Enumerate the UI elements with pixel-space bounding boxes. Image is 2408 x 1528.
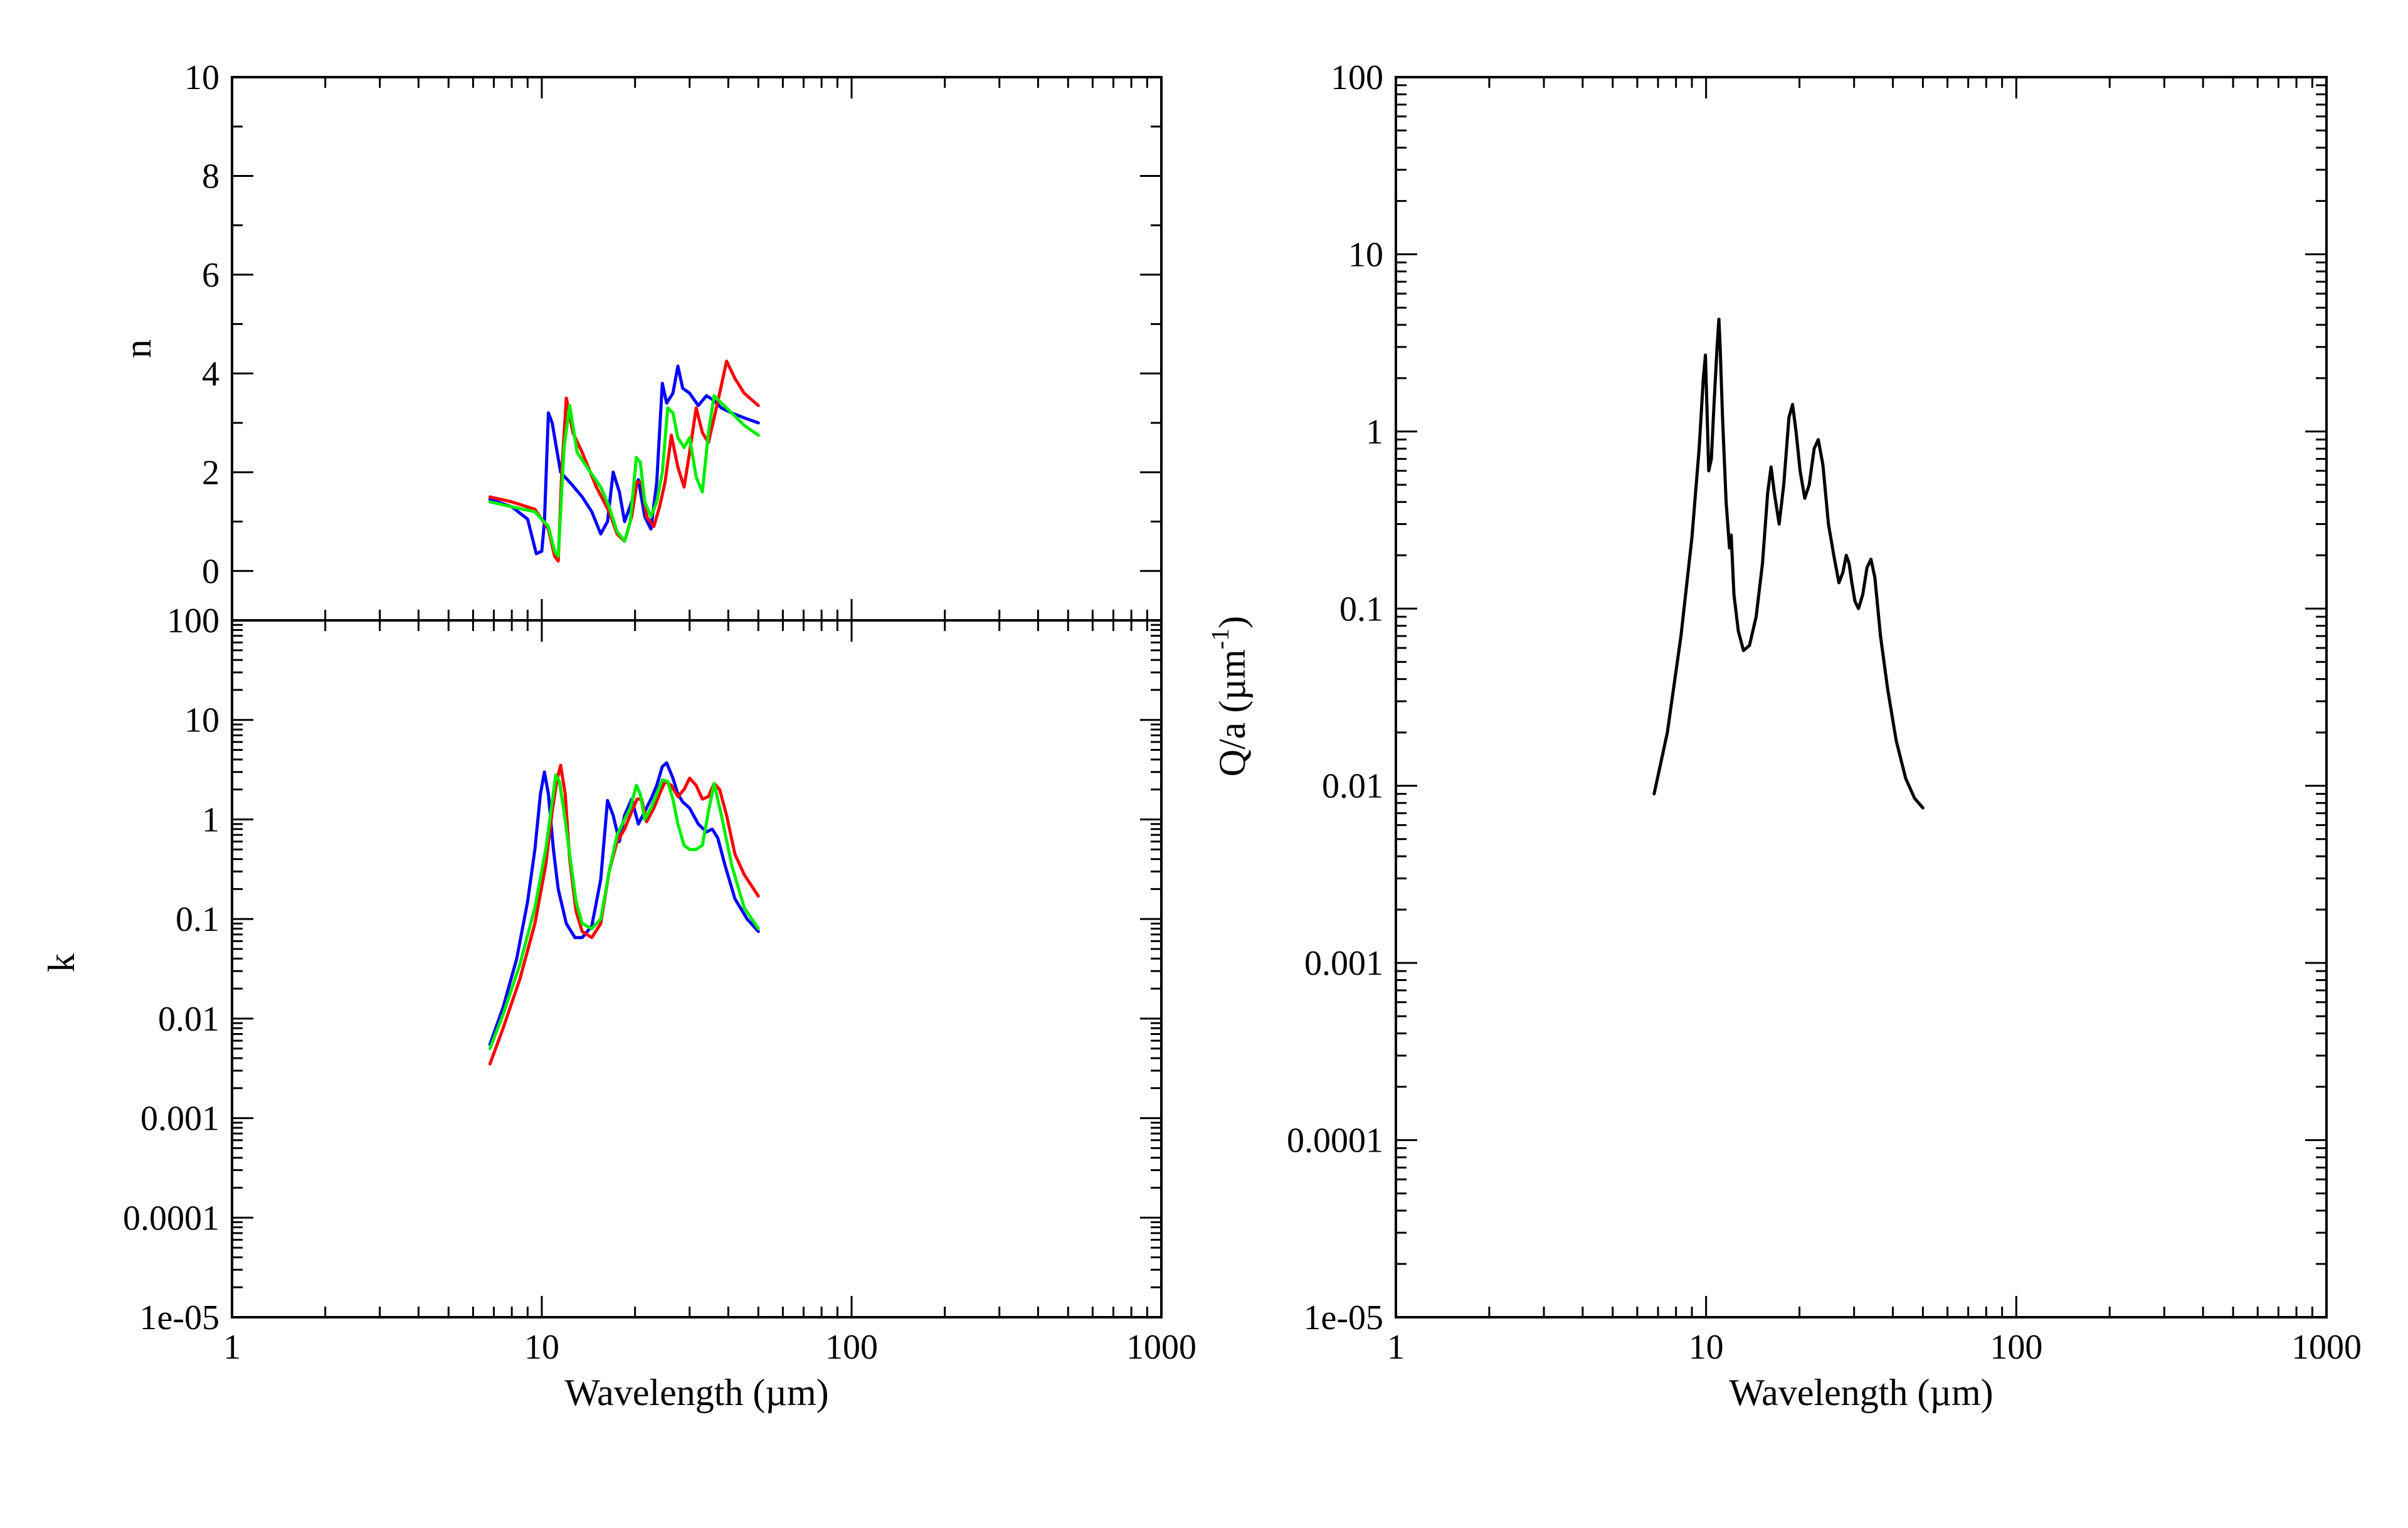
x-tick-labels: 1 10 100 1000 [223, 1328, 1196, 1367]
q-panel: 1e-05 0.0001 0.001 0.01 0.1 1 10 100 1 10 100 1000 W… [1206, 58, 2362, 1413]
plot-frame [231, 619, 1163, 1318]
y-tick-label: 0.0001 [1287, 1122, 1383, 1160]
y-tick-labels: 1e-05 0.0001 0.001 0.01 0.1 1 10 100 [1287, 58, 1383, 1337]
y-tick-label: 0 [202, 552, 219, 591]
y-ticks [1396, 76, 2326, 1318]
y-tick-labels: 0 2 4 6 8 10 [184, 58, 219, 591]
y-tick-label: 6 [202, 256, 219, 295]
x-tick-label: 1 [1387, 1328, 1405, 1367]
x-axis-title: Wavelength (µm) [564, 1372, 828, 1413]
y-tick-label: 1 [202, 800, 219, 839]
y-tick-label: 2 [202, 454, 219, 492]
y-tick-labels: 1e-05 0.0001 0.001 0.01 0.1 1 10 100 [123, 602, 219, 1337]
y-tick-label: 4 [202, 354, 219, 393]
n-panel: 0 2 4 6 8 10 n [117, 58, 1163, 622]
series-line-2 [488, 394, 760, 558]
y-axis-title: Q/a (µm-1) [1206, 616, 1253, 777]
y-tick-label: 0.01 [158, 1000, 219, 1039]
y-axis-title-sup: -1 [1206, 629, 1234, 649]
y-axis-title-main: Q/a (µm [1212, 649, 1253, 777]
x-tick-label: 1000 [1126, 1328, 1196, 1367]
y-tick-label: 10 [184, 58, 219, 97]
y-ticks [232, 76, 1161, 622]
x-ticks [231, 77, 1163, 620]
x-tick-labels: 1 10 100 1000 [1387, 1328, 2362, 1367]
y-tick-label: 0.001 [140, 1100, 219, 1138]
series-group [488, 359, 760, 563]
x-ticks [231, 620, 1163, 1317]
y-tick-label: 1 [1366, 413, 1383, 452]
y-tick-label: 0.01 [1322, 767, 1383, 806]
y-tick-label: 1e-05 [139, 1298, 219, 1337]
plot-frame [231, 76, 1163, 622]
y-tick-label: 8 [202, 157, 219, 196]
k-panel: 1e-05 0.0001 0.001 0.01 0.1 1 10 100 1 10 100 1000 W… [41, 602, 1196, 1413]
y-tick-label: 10 [1348, 235, 1383, 274]
y-axis-title: k [41, 953, 82, 972]
x-tick-label: 10 [524, 1328, 559, 1367]
series-group [488, 761, 760, 1066]
x-tick-label: 100 [1990, 1328, 2042, 1367]
y-axis-title-close: ) [1212, 616, 1253, 629]
plot-frame [1395, 76, 2328, 1318]
y-tick-label: 0.1 [1339, 590, 1383, 629]
y-tick-label: 0.0001 [123, 1199, 219, 1238]
x-tick-label: 1000 [2291, 1328, 2362, 1367]
y-ticks [232, 619, 1161, 1318]
x-tick-label: 1 [223, 1328, 241, 1367]
x-tick-label: 10 [1689, 1328, 1724, 1367]
y-tick-label: 100 [167, 602, 219, 640]
series-group [1652, 317, 1925, 810]
y-tick-label: 0.001 [1304, 944, 1383, 983]
x-tick-label: 100 [825, 1328, 878, 1367]
series-line-0 [1652, 317, 1925, 810]
y-tick-label: 0.1 [176, 900, 219, 939]
y-tick-label: 10 [184, 701, 219, 740]
y-tick-label: 100 [1331, 58, 1383, 97]
x-axis-title: Wavelength (µm) [1729, 1372, 1993, 1413]
y-axis-title: n [117, 339, 159, 358]
series-line-2 [488, 773, 760, 1051]
x-ticks [1395, 77, 2328, 1317]
y-tick-label: 1e-05 [1303, 1298, 1383, 1337]
series-line-1 [488, 763, 760, 1066]
